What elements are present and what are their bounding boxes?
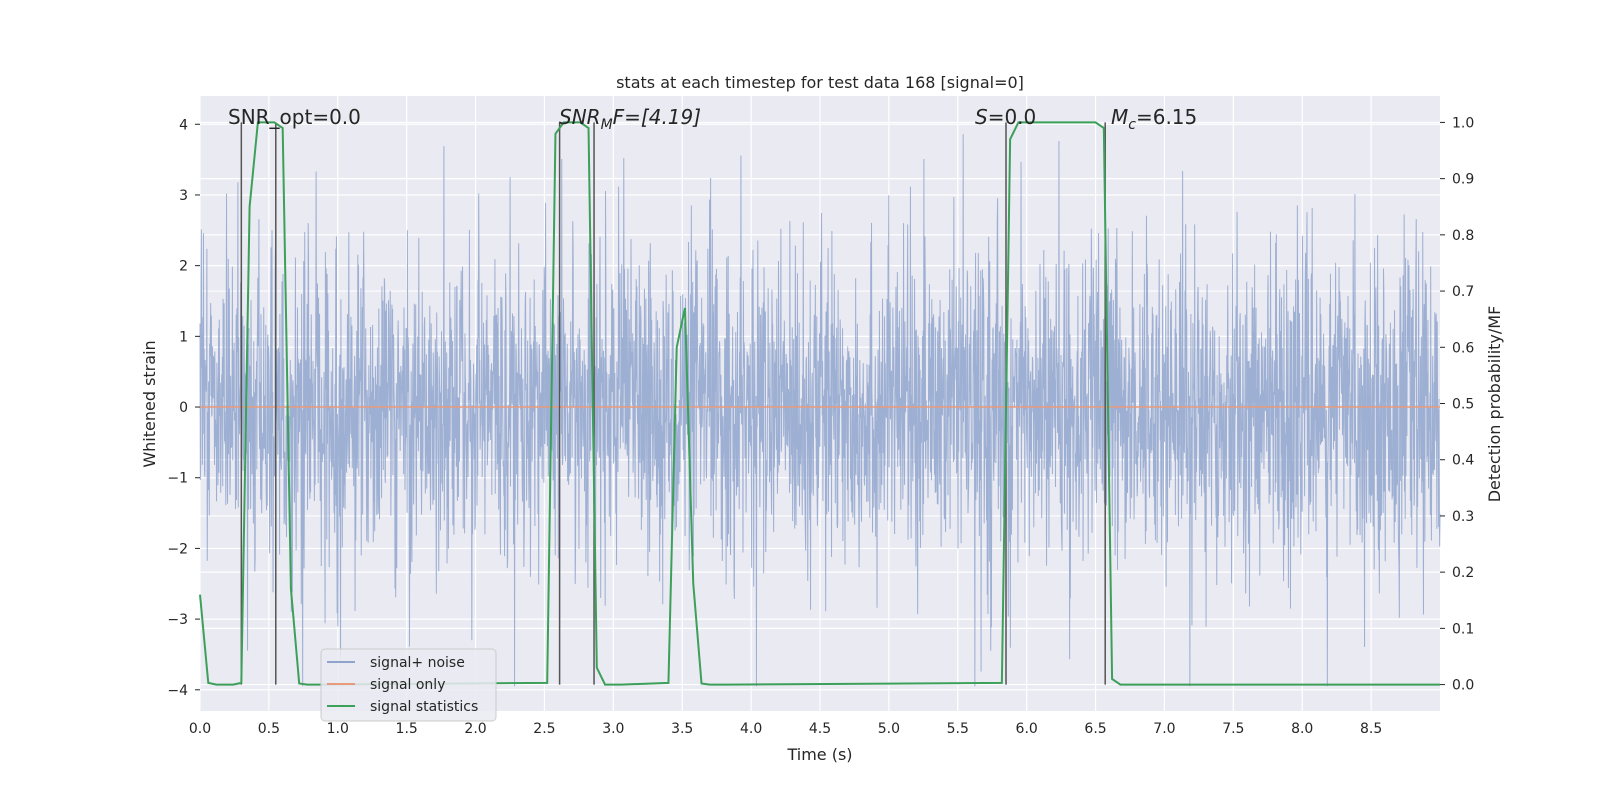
legend-label-signal-statistics: signal statistics [370,699,478,715]
x-tick-label: 3.0 [602,721,624,737]
x-tick-label: 0.5 [258,721,280,737]
y-axis-left-ticks: −4 −3 −2 −1 0 1 2 3 4 [167,117,200,699]
y-axis-right-label: Detection probability/MF [1485,306,1504,503]
chart-title: stats at each timestep for test data 168… [616,73,1024,92]
y-left-tick-label: 4 [179,117,188,133]
y-right-tick-label: 0.3 [1452,509,1474,525]
y-right-tick-label: 0.7 [1452,284,1474,300]
y-right-tick-label: 0.5 [1452,397,1474,413]
y-axis-left-label: Whitened strain [140,340,159,467]
x-tick-label: 6.5 [1084,721,1106,737]
annotation-s-rest: =0.0 [988,105,1037,129]
annotation-snr-opt: SNR_opt=0.0 [228,105,361,129]
y-axis-right-ticks: 0.0 0.1 0.2 0.3 0.4 0.5 0.6 0.7 0.8 0.9 1.0 [1440,115,1474,694]
x-axis-ticks: 0.0 0.5 1.0 1.5 2.0 2.5 3.0 3.5 4.0 4.5 5.0 5.5 6.0 6… [189,721,1382,737]
y-right-tick-label: 0.8 [1452,228,1474,244]
y-right-tick-label: 0.2 [1452,565,1474,581]
y-left-tick-label: −1 [167,471,188,487]
x-tick-label: 5.0 [878,721,900,737]
x-tick-label: 5.5 [947,721,969,737]
y-left-tick-label: 1 [179,329,188,345]
x-tick-label: 4.0 [740,721,762,737]
x-tick-label: 2.5 [533,721,555,737]
x-tick-label: 6.0 [1016,721,1038,737]
annotation-s: S=0.0 [975,105,1036,129]
y-right-tick-label: 0.6 [1452,340,1474,356]
signal-statistics-series [199,121,1440,686]
annotation-snr-mf-rest: F=[4.19] [613,105,701,129]
legend-label-signal-only: signal only [370,677,445,693]
x-tick-label: 8.0 [1291,721,1313,737]
x-tick-label: 0.0 [189,721,211,737]
y-right-tick-label: 0.9 [1452,172,1474,188]
signal-noise-line [199,134,1441,687]
legend-label-signal-noise: signal+ noise [370,655,465,671]
annotation-s-main: S [975,105,988,129]
y-left-tick-label: 3 [179,188,188,204]
signal-statistics-line [199,121,1440,686]
x-tick-label: 7.0 [1153,721,1175,737]
y-left-tick-label: 0 [179,400,188,416]
annotation-mc: Mc=6.15 [1111,105,1197,133]
annotation-snr-mf: SNRMF=[4.19] [559,105,701,133]
x-tick-label: 7.5 [1222,721,1244,737]
y-right-tick-label: 1.0 [1452,115,1474,131]
x-tick-label: 1.0 [327,721,349,737]
x-tick-label: 2.0 [464,721,486,737]
y-left-tick-label: 2 [179,259,188,275]
annotation-snr-mf-main: SNR [559,105,601,129]
y-right-tick-label: 0.1 [1452,621,1474,637]
x-tick-label: 1.5 [396,721,418,737]
signal-noise-series [199,134,1441,687]
x-tick-label: 3.5 [671,721,693,737]
x-tick-label: 8.5 [1360,721,1382,737]
annotation-mc-main: M [1111,105,1128,129]
annotation-mc-sub: c [1128,117,1136,133]
y-left-tick-label: −3 [167,612,188,628]
annotation-snr-mf-sub: M [601,117,613,133]
x-axis-label: Time (s) [786,745,852,764]
y-left-tick-label: −2 [167,541,188,557]
x-tick-label: 4.5 [809,721,831,737]
y-right-tick-label: 0.0 [1452,678,1474,694]
legend: signal+ noise signal only signal statist… [320,648,497,722]
y-left-tick-label: −4 [167,683,188,699]
y-right-tick-label: 0.4 [1452,453,1474,469]
legend-box [320,648,497,722]
annotation-mc-rest: =6.15 [1136,105,1197,129]
